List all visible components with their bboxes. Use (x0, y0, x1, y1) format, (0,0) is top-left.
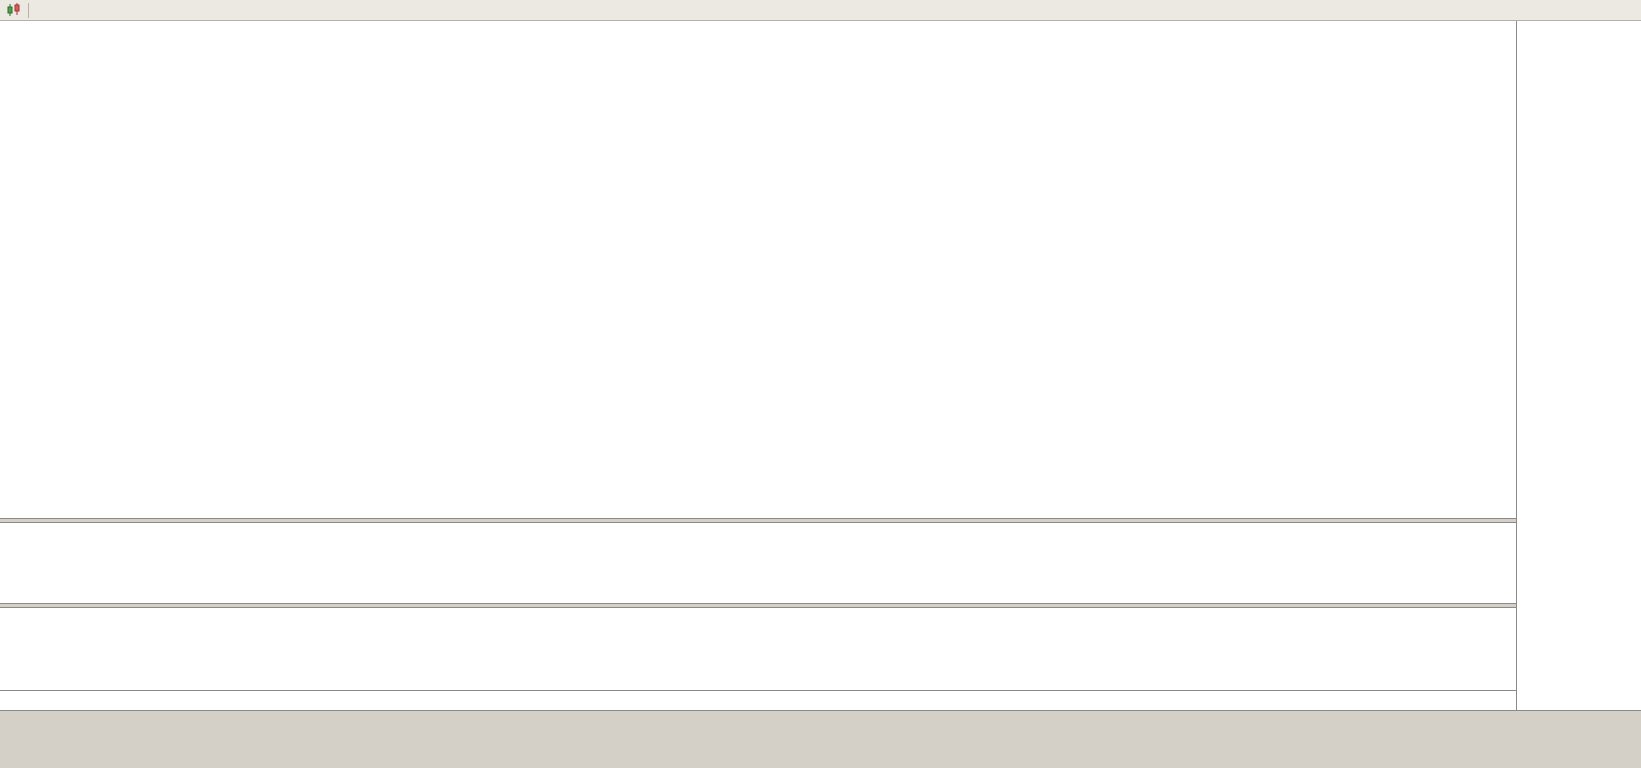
status-strip (0, 737, 1641, 768)
price-chart-canvas[interactable] (0, 21, 1516, 690)
chart-area (0, 21, 1641, 710)
date-axis (0, 690, 1516, 710)
panel-divider-macd[interactable] (0, 603, 1641, 608)
candlestick-chart-icon (7, 3, 20, 16)
timeframe-toolbar (0, 0, 1641, 21)
chart-type-button[interactable] (3, 2, 25, 18)
price-axis (1516, 21, 1641, 710)
panel-divider-rsi[interactable] (0, 518, 1641, 523)
chart-tabbar (0, 710, 1641, 737)
toolbar-separator (28, 2, 29, 18)
